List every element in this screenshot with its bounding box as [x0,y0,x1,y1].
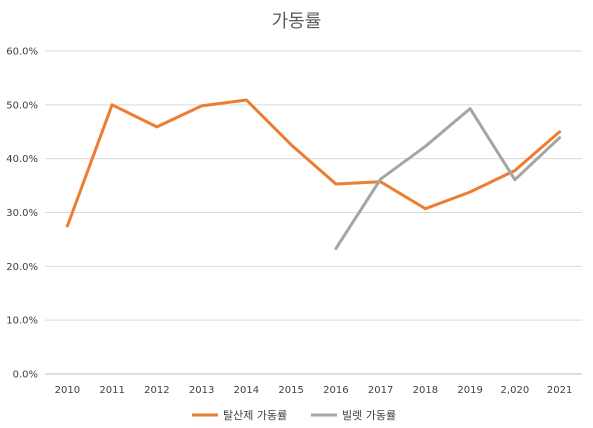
series-line-1 [65,98,562,228]
x-tick-label: 2019 [457,385,482,396]
x-tick-label: 2011 [99,385,124,396]
gridlines [45,50,582,375]
y-tick-label: 20.0% [6,262,38,273]
x-tick-label: 2,020 [501,385,530,396]
y-axis-tick-labels: 0.0% 10.0% 20.0% 30.0% 40.0% 50.0% 60.0% [6,47,38,381]
x-tick-label: 2017 [368,385,393,396]
x-axis-tick-labels: 2010 2011 2012 2013 2014 2015 2016 2017 2018 2019… [55,385,573,396]
x-tick-label: 2016 [323,385,348,396]
y-tick-label: 30.0% [6,208,38,219]
x-tick-label: 2010 [55,385,80,396]
legend: 탈산제 가동률 빌렛 가동률 [192,409,396,422]
y-tick-label: 0.0% [13,370,38,381]
chart-title: 가동률 [272,11,322,32]
legend-label: 빌렛 가동률 [342,409,396,422]
x-tick-label: 2012 [144,385,169,396]
x-tick-label: 2013 [189,385,214,396]
y-tick-label: 50.0% [6,100,38,111]
series-line-2 [334,107,562,251]
y-tick-label: 60.0% [6,47,38,58]
series-lines [65,98,562,251]
x-tick-label: 2021 [547,385,572,396]
x-tick-label: 2014 [234,385,259,396]
x-tick-label: 2018 [413,385,438,396]
y-tick-label: 40.0% [6,154,38,165]
legend-label: 탈산제 가동률 [223,409,287,422]
x-tick-label: 2015 [278,385,303,396]
y-tick-label: 10.0% [6,316,38,327]
